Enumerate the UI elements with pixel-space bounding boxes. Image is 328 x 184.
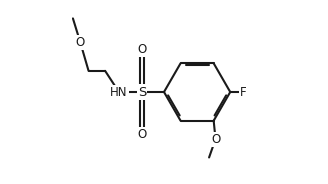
Text: O: O (212, 133, 221, 146)
Text: S: S (138, 86, 146, 98)
Text: O: O (137, 43, 147, 56)
Text: O: O (137, 128, 147, 141)
Text: F: F (240, 86, 247, 98)
Text: HN: HN (110, 86, 128, 98)
Text: O: O (76, 36, 85, 49)
